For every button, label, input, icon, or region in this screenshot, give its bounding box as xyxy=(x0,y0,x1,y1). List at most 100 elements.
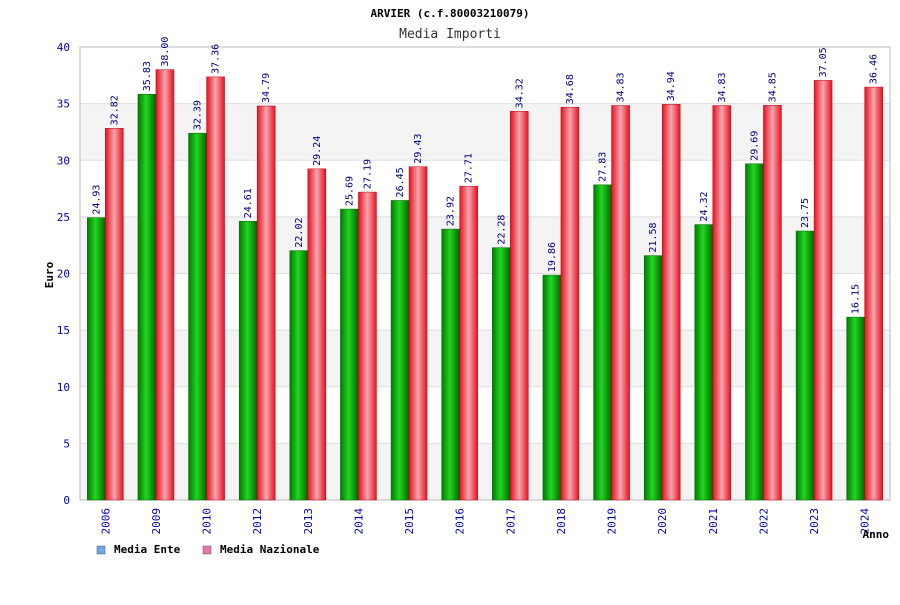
bar-media-nazionale xyxy=(358,191,377,501)
bar-media-ente xyxy=(390,200,410,501)
chart-title: ARVIER (c.f.80003210079) xyxy=(371,7,530,20)
bar-media-nazionale xyxy=(307,168,327,501)
data-label: 21.58 xyxy=(648,222,659,252)
data-label: 27.19 xyxy=(362,159,373,189)
x-tick-label: 2022 xyxy=(757,508,770,535)
bar-media-nazionale xyxy=(206,76,225,501)
x-tick-label: 2013 xyxy=(302,508,315,535)
x-tick-label: 2010 xyxy=(201,508,214,535)
data-label: 32.82 xyxy=(109,95,120,125)
x-tick-label: 2012 xyxy=(251,508,264,535)
y-tick-label: 15 xyxy=(57,324,70,337)
y-tick-label: 0 xyxy=(63,494,70,507)
data-label: 22.02 xyxy=(294,218,305,248)
data-label: 29.24 xyxy=(312,136,323,166)
y-tick-label: 25 xyxy=(57,211,70,224)
data-label: 16.15 xyxy=(851,284,862,314)
bar-media-ente xyxy=(87,217,106,501)
data-label: 27.71 xyxy=(464,153,475,183)
x-tick-label: 2009 xyxy=(150,508,163,535)
data-label: 29.43 xyxy=(413,134,424,164)
data-label: 38.00 xyxy=(160,37,171,67)
data-label: 24.32 xyxy=(699,191,710,221)
x-tick-label: 2021 xyxy=(707,508,720,535)
bar-media-ente xyxy=(188,132,207,501)
legend-swatch-media-nazionale xyxy=(202,545,212,555)
bars: 24.93 32.82 35.83 38.00 32.39 37.36 24.61 34.79… xyxy=(87,37,883,501)
bar-media-nazionale xyxy=(155,69,175,501)
data-label: 24.93 xyxy=(91,185,102,215)
x-tick-label: 2015 xyxy=(403,508,416,535)
bar-media-nazionale xyxy=(459,185,478,501)
y-tick-label: 20 xyxy=(57,268,70,281)
data-label: 34.85 xyxy=(767,72,778,102)
plot-frame xyxy=(79,46,891,501)
data-label: 37.36 xyxy=(211,44,222,74)
y-tick-label: 40 xyxy=(57,41,70,54)
bar-media-nazionale xyxy=(813,80,833,501)
y-tick-label: 10 xyxy=(57,381,70,394)
legend: Media Ente Media Nazionale xyxy=(96,543,320,556)
y-axis: 0 5 10 15 20 25 30 35 40 xyxy=(57,41,70,507)
bar-media-nazionale xyxy=(712,105,732,501)
bar-media-ente xyxy=(492,247,511,501)
x-tick-label: 2016 xyxy=(454,508,467,535)
x-axis-label: Anno xyxy=(863,528,890,541)
data-label: 22.28 xyxy=(496,215,507,245)
data-label: 34.32 xyxy=(514,78,525,108)
data-label: 29.69 xyxy=(749,131,760,161)
legend-label-media-ente: Media Ente xyxy=(114,543,181,556)
bar-media-ente xyxy=(137,93,157,501)
bar-media-nazionale xyxy=(560,106,580,501)
data-label: 23.75 xyxy=(800,198,811,228)
data-label: 34.68 xyxy=(565,74,576,104)
bar-media-ente xyxy=(542,274,562,501)
data-label: 27.83 xyxy=(598,152,609,182)
x-tick-label: 2020 xyxy=(656,508,669,535)
x-tick-label: 2023 xyxy=(808,508,821,535)
bar-media-ente xyxy=(593,184,612,501)
bar-media-ente xyxy=(745,163,764,501)
x-tick-label: 2019 xyxy=(606,508,619,535)
bar-media-ente xyxy=(795,230,815,501)
bar-media-ente xyxy=(694,224,714,501)
x-tick-label: 2006 xyxy=(99,508,112,535)
data-label: 36.46 xyxy=(869,54,880,84)
legend-label-media-nazionale: Media Nazionale xyxy=(220,543,320,556)
data-label: 34.83 xyxy=(717,72,728,102)
x-tick-label: 2024 xyxy=(859,508,872,535)
data-label: 34.79 xyxy=(261,73,272,103)
bar-media-nazionale xyxy=(105,128,124,501)
bar-media-ente xyxy=(238,221,258,501)
bar-media-ente xyxy=(289,250,309,501)
bar-media-nazionale xyxy=(256,105,276,501)
x-tick-label: 2018 xyxy=(555,508,568,535)
x-tick-label: 2014 xyxy=(352,508,365,535)
data-label: 32.39 xyxy=(193,100,204,130)
y-tick-label: 30 xyxy=(57,154,70,167)
bar-media-ente xyxy=(643,255,663,501)
data-label: 23.92 xyxy=(446,196,457,226)
x-tick-label: 2017 xyxy=(504,508,517,535)
bar-media-nazionale xyxy=(510,111,529,501)
bar-media-ente xyxy=(846,316,865,501)
chart-subtitle: Media Importi xyxy=(399,27,501,42)
bar-media-nazionale xyxy=(661,104,681,501)
data-label: 19.86 xyxy=(547,242,558,272)
legend-swatch-media-ente xyxy=(96,545,106,555)
bar-media-nazionale xyxy=(864,86,883,501)
bar-media-nazionale xyxy=(763,105,782,501)
data-label: 25.69 xyxy=(344,176,355,206)
data-label: 24.61 xyxy=(243,188,254,218)
data-label: 26.45 xyxy=(395,167,406,197)
data-label: 37.05 xyxy=(818,47,829,77)
data-label: 35.83 xyxy=(142,61,153,91)
y-tick-label: 5 xyxy=(63,437,70,450)
bar-media-ente xyxy=(340,208,359,501)
data-label: 34.83 xyxy=(616,72,627,102)
x-axis: 2006 2009 2010 2012 2013 2014 2015 2016 2017 2018… xyxy=(99,508,871,535)
data-label: 34.94 xyxy=(666,71,677,101)
y-tick-label: 35 xyxy=(57,98,70,111)
bar-media-nazionale xyxy=(611,105,630,501)
